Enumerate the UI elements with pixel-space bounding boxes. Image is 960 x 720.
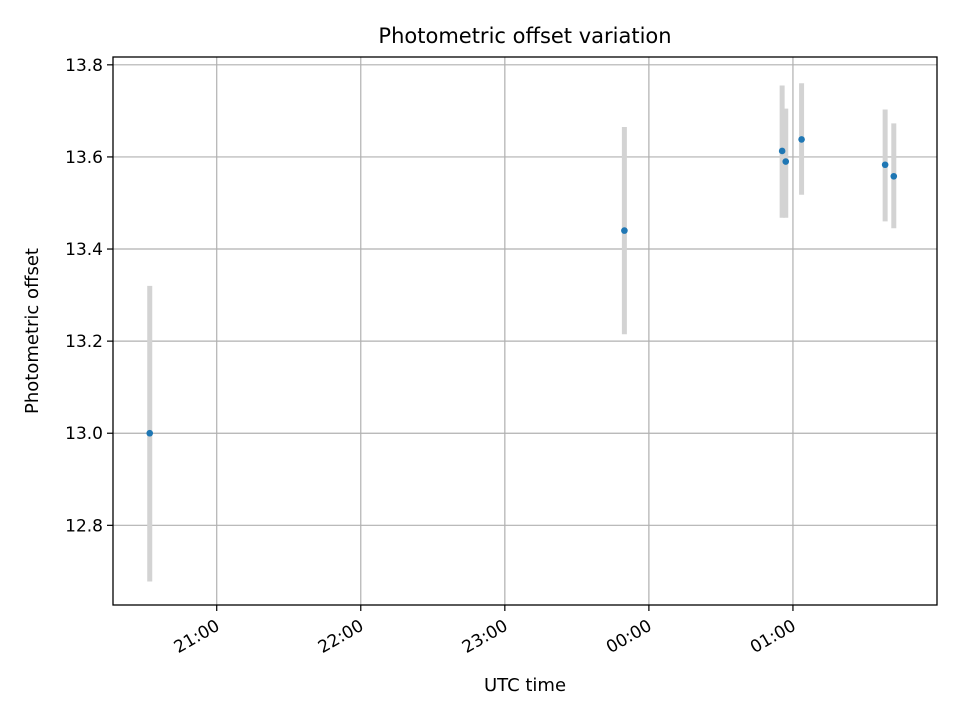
- chart-title: Photometric offset variation: [378, 24, 671, 48]
- y-tick-label: 13.8: [65, 56, 103, 76]
- data-point: [890, 172, 898, 180]
- y-tick-label: 13.6: [65, 148, 103, 168]
- data-point: [621, 227, 628, 234]
- data-point: [798, 136, 805, 143]
- data-point: [778, 147, 786, 155]
- x-axis-label: UTC time: [484, 675, 566, 696]
- y-tick-label: 12.8: [65, 516, 103, 536]
- y-tick-label: 13.2: [65, 332, 103, 352]
- y-axis-ticks: 12.8 13.0 13.2 13.4 13.6 13.8: [65, 56, 113, 536]
- plot-frame: [112, 56, 938, 606]
- y-axis-label: Photometric offset: [22, 248, 43, 414]
- data-point: [782, 158, 790, 165]
- y-tick-label: 13.4: [65, 240, 103, 260]
- data-point: [146, 429, 154, 437]
- y-tick-label: 13.0: [65, 424, 103, 444]
- data-point: [881, 161, 889, 169]
- data-points: [146, 136, 898, 437]
